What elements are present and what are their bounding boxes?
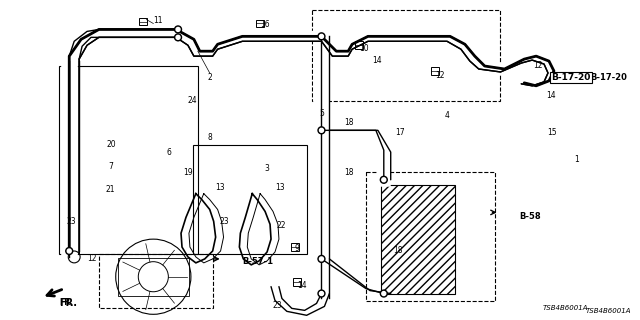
Bar (118, 258, 189, 295)
Circle shape (319, 292, 323, 295)
Text: FR.: FR. (60, 299, 77, 308)
Text: 4: 4 (445, 110, 450, 120)
Circle shape (380, 176, 387, 183)
Circle shape (382, 292, 386, 295)
Text: 5: 5 (319, 108, 324, 117)
Text: 23: 23 (272, 301, 282, 310)
Text: 11: 11 (154, 16, 163, 25)
Bar (312, 10, 500, 101)
Text: 18: 18 (394, 246, 403, 255)
Text: 3: 3 (264, 164, 269, 173)
Text: TSB4B6001A: TSB4B6001A (543, 305, 589, 311)
Text: 10: 10 (359, 44, 369, 53)
Circle shape (66, 248, 73, 254)
Bar (292, 278, 301, 286)
Bar (60, 66, 198, 254)
Text: B-17-20: B-17-20 (551, 73, 591, 82)
Text: 20: 20 (107, 140, 116, 149)
Text: 23: 23 (67, 217, 76, 226)
Text: B-17-20: B-17-20 (591, 73, 627, 82)
Bar (140, 18, 147, 26)
Text: 24: 24 (188, 96, 198, 105)
Text: 22: 22 (277, 221, 287, 230)
Bar (291, 243, 299, 251)
Circle shape (175, 26, 182, 33)
Circle shape (380, 290, 387, 297)
Text: 6: 6 (166, 148, 171, 157)
Bar (431, 67, 439, 75)
Circle shape (382, 178, 386, 182)
Text: 17: 17 (396, 128, 405, 137)
Text: 7: 7 (109, 162, 114, 171)
Text: 18: 18 (344, 118, 354, 127)
Bar (366, 172, 495, 301)
Bar (355, 41, 363, 49)
Text: 13: 13 (275, 183, 285, 192)
Text: 16: 16 (260, 20, 270, 28)
Text: FR.: FR. (60, 299, 74, 308)
Text: 12: 12 (87, 254, 97, 263)
Text: 18: 18 (344, 168, 354, 177)
Text: 23: 23 (220, 217, 229, 226)
Text: 12: 12 (435, 71, 445, 80)
Text: 19: 19 (183, 168, 193, 177)
Circle shape (318, 127, 325, 134)
Text: 9: 9 (295, 244, 300, 253)
Circle shape (319, 257, 323, 261)
Bar (99, 254, 212, 308)
Circle shape (318, 290, 325, 297)
Circle shape (319, 128, 323, 132)
Circle shape (318, 255, 325, 262)
Circle shape (176, 28, 180, 31)
Bar (256, 20, 264, 28)
Text: 14: 14 (546, 91, 556, 100)
Text: 1: 1 (573, 155, 579, 164)
Text: B-57-1: B-57-1 (243, 257, 273, 266)
Circle shape (319, 34, 323, 38)
Circle shape (175, 34, 182, 41)
Text: 14: 14 (372, 56, 381, 65)
Text: 14: 14 (297, 281, 307, 290)
Text: 12: 12 (533, 61, 543, 70)
Circle shape (318, 33, 325, 40)
Text: TSB4B6001A: TSB4B6001A (586, 308, 631, 314)
Text: 8: 8 (208, 133, 212, 142)
Text: 15: 15 (547, 128, 557, 137)
Circle shape (176, 36, 180, 39)
Text: 13: 13 (216, 183, 225, 192)
Bar (193, 145, 307, 254)
Bar (381, 185, 455, 293)
Text: 21: 21 (106, 185, 115, 194)
Text: 2: 2 (208, 73, 212, 82)
Circle shape (67, 249, 71, 253)
Text: B-58: B-58 (519, 212, 541, 221)
